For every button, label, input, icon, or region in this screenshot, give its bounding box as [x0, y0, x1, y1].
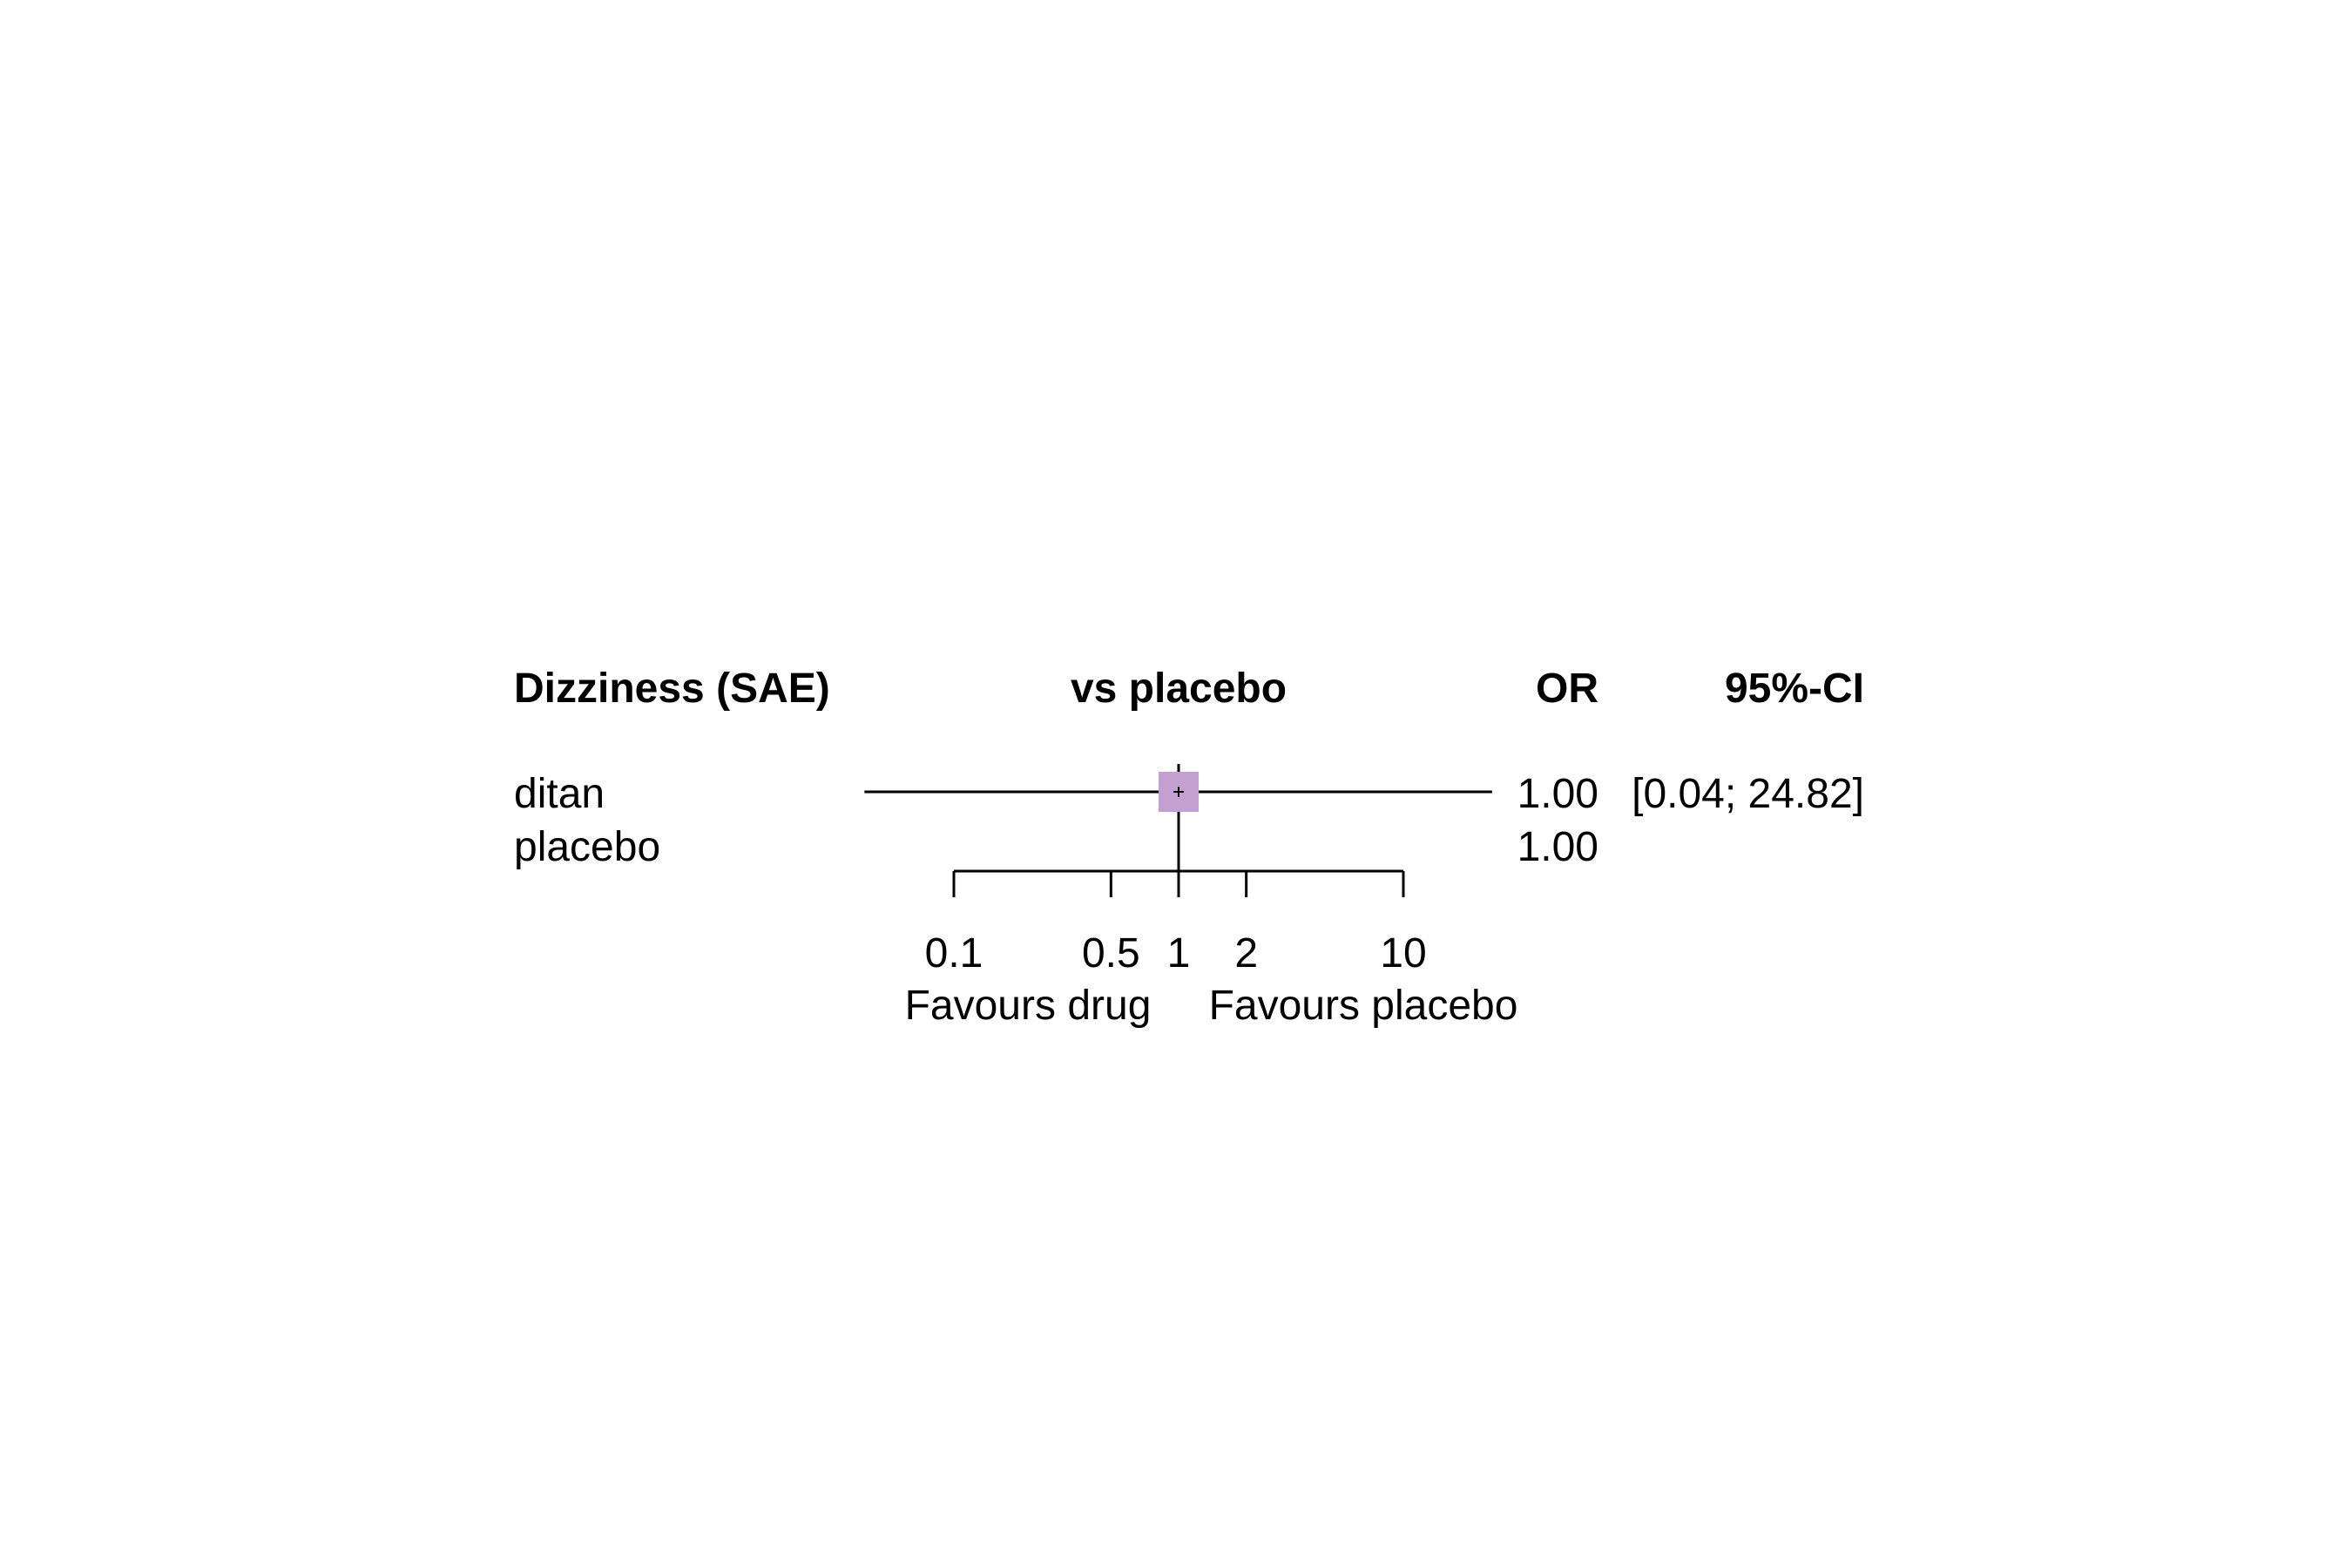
x-tick-label: 2 [1234, 930, 1258, 977]
header-plot: vs placebo [1071, 666, 1287, 712]
row-ci-ditan: [0.04; 24.82] [1632, 771, 1864, 817]
x-tick-label: 0.1 [925, 930, 983, 977]
xlabel-left: Favours drug [905, 983, 1152, 1029]
row-or-placebo: 1.00 [1517, 824, 1598, 870]
header-estimate: OR [1536, 666, 1598, 712]
x-tick-label: 0.5 [1082, 930, 1140, 977]
header-ci: 95%-CI [1725, 666, 1864, 712]
header-label: Dizziness (SAE) [514, 666, 830, 712]
x-tick-label: 1 [1167, 930, 1191, 977]
row-or-ditan: 1.00 [1517, 771, 1598, 817]
row-label-placebo: placebo [514, 824, 660, 870]
xlabel-right: Favours placebo [1209, 983, 1518, 1029]
plot-marks: 0.1 0.5 1 2 10 [864, 764, 1492, 977]
x-tick-label: 10 [1380, 930, 1426, 977]
row-label-ditan: ditan [514, 771, 605, 817]
